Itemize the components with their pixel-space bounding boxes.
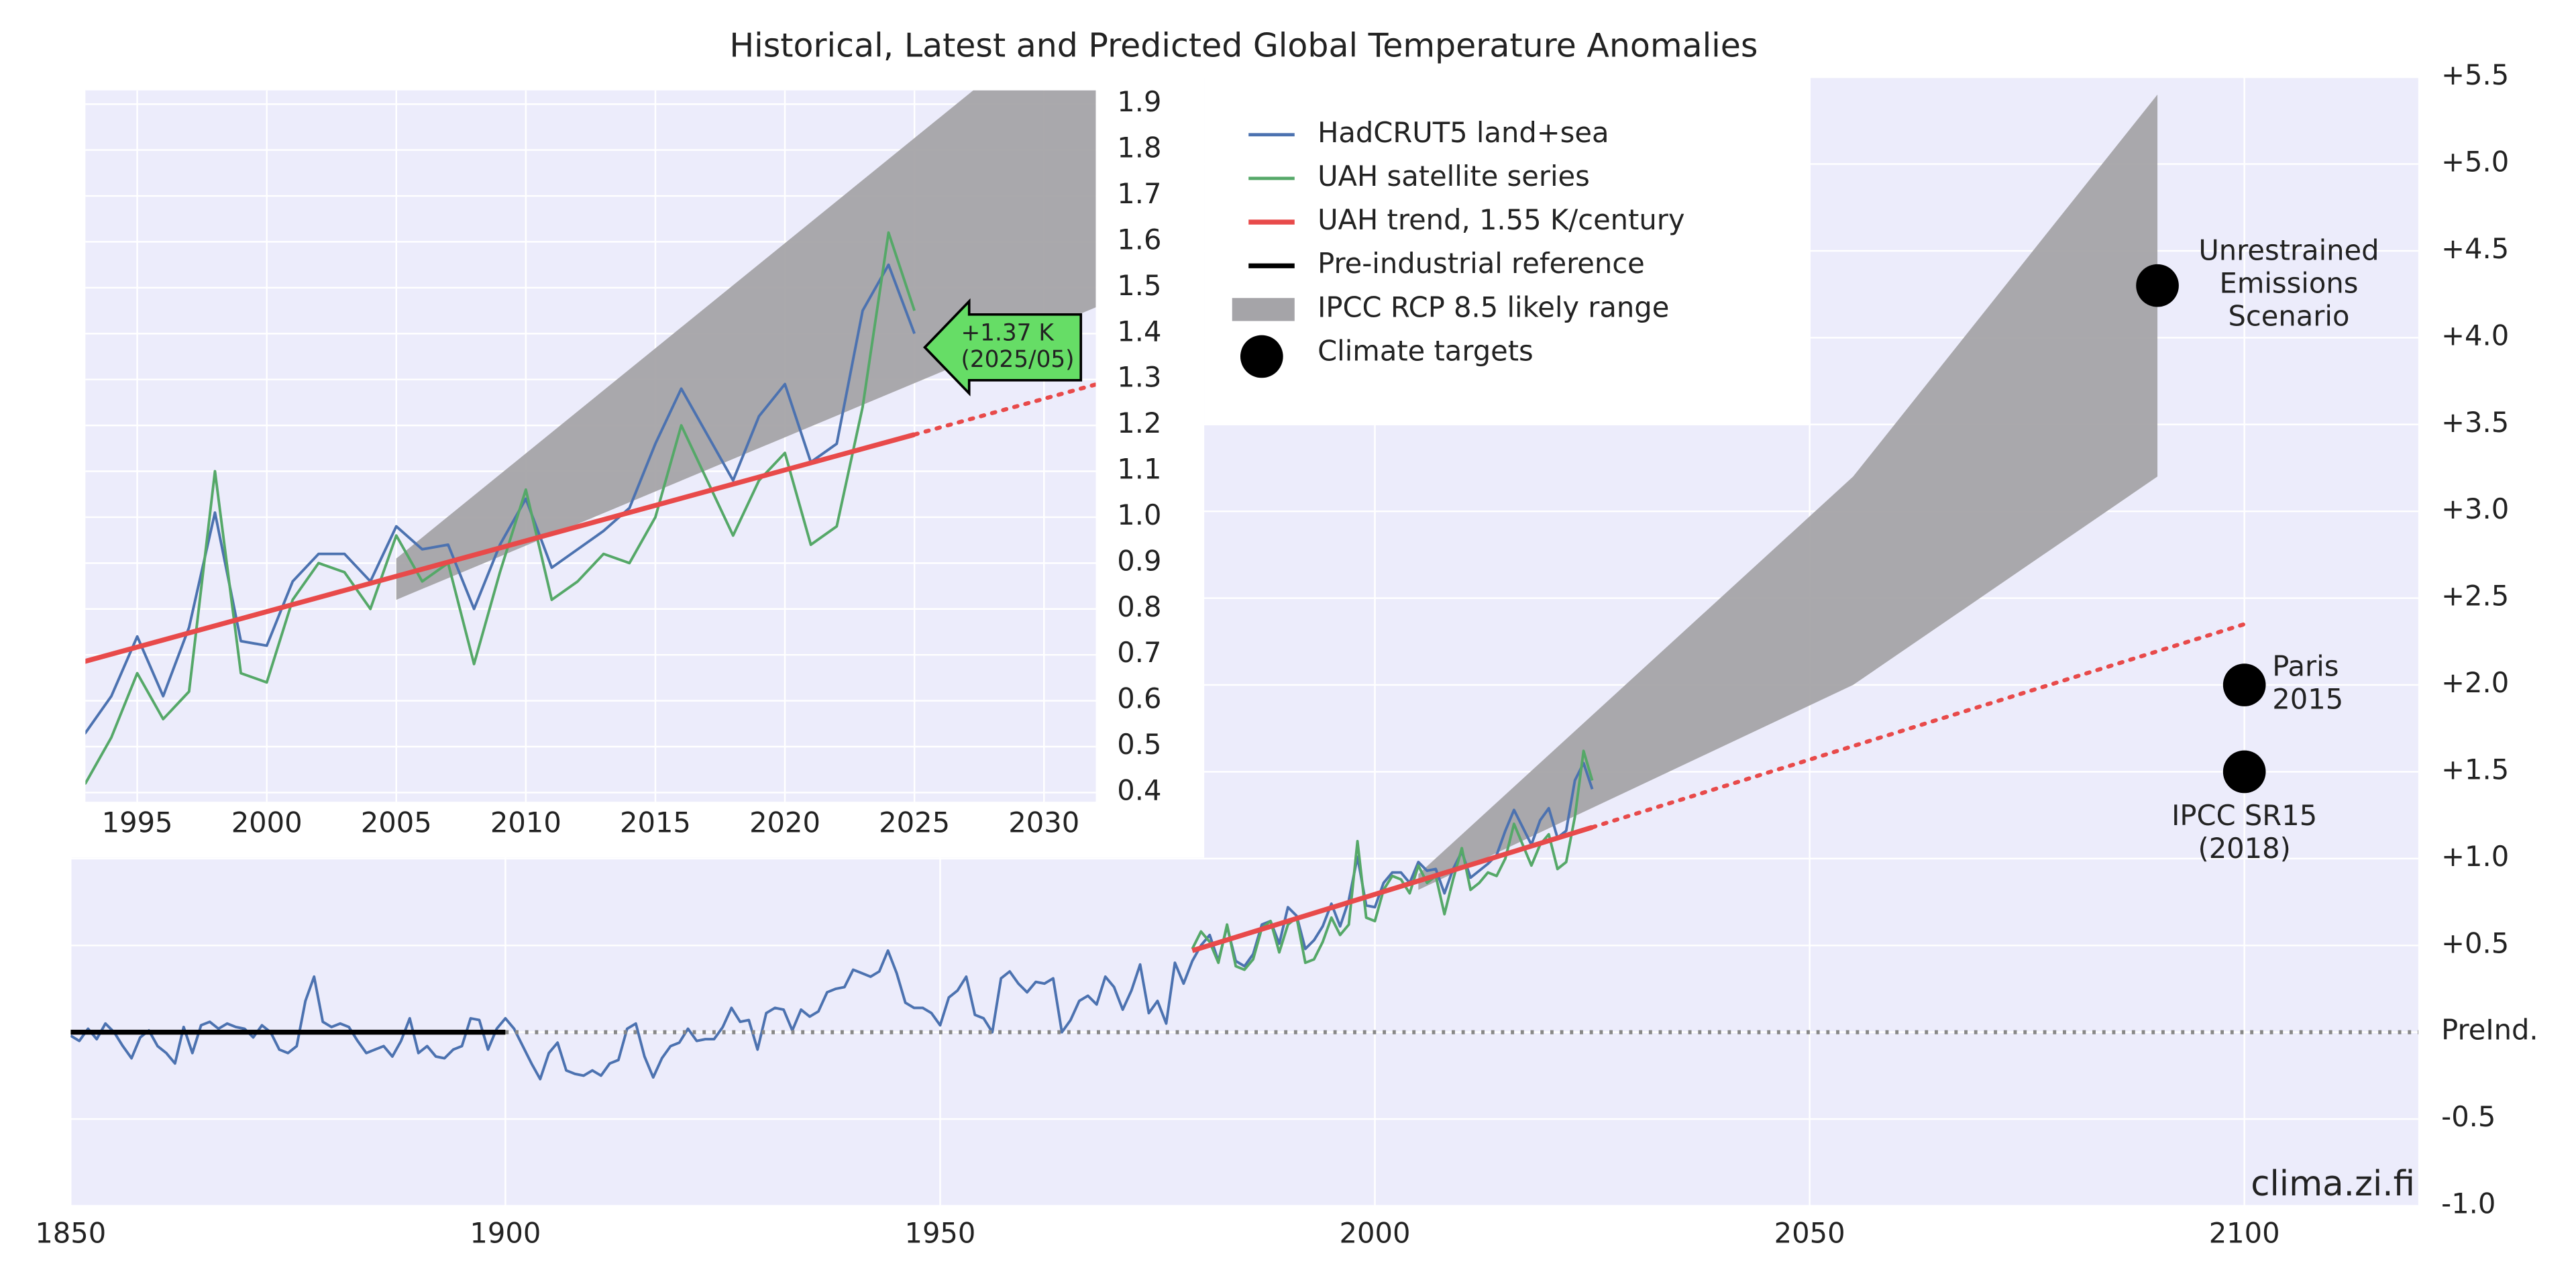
series-line — [70, 761, 1594, 1081]
y-tick-label: 1.4 — [1117, 315, 1161, 347]
x-tick-label: 2010 — [490, 806, 561, 839]
x-tick-label: 2015 — [620, 806, 691, 839]
y-tick-label: PreInd. — [2441, 1014, 2538, 1046]
annotation-text: (2025/05) — [961, 346, 1074, 373]
series-line — [1191, 824, 1593, 953]
watermark: clima.zi.fi — [2251, 1164, 2415, 1204]
y-tick-label: 1.5 — [1117, 269, 1161, 302]
x-tick-label: 1850 — [35, 1217, 106, 1250]
legend-text: UAH satellite series — [1318, 160, 1590, 193]
y-tick-label: 1.1 — [1117, 453, 1161, 486]
legend-text: Pre-industrial reference — [1318, 247, 1645, 280]
y-tick-label: +1.5 — [2441, 753, 2509, 786]
y-tick-label: +4.0 — [2441, 319, 2509, 352]
y-tick-label: 1.2 — [1117, 407, 1161, 439]
annotation-arrow — [923, 298, 1083, 396]
x-tick-label: 2005 — [361, 806, 432, 839]
y-tick-label: 1.6 — [1117, 223, 1161, 256]
y-tick-label: +3.5 — [2441, 406, 2509, 439]
y-tick-label: +5.5 — [2441, 58, 2509, 91]
x-tick-label: 2100 — [2209, 1217, 2280, 1250]
x-tick-label: 2050 — [1774, 1217, 1845, 1250]
x-tick-label: 1950 — [904, 1217, 975, 1250]
climate-target — [2222, 750, 2266, 794]
y-tick-label: +2.0 — [2441, 666, 2509, 699]
y-tick-label: +5.0 — [2441, 146, 2509, 178]
y-tick-label: 0.5 — [1117, 728, 1161, 761]
target-label: Unrestrained — [2198, 234, 2379, 267]
trend-extension — [1590, 622, 2247, 830]
target-label: (2018) — [2198, 832, 2290, 865]
ipcc-band — [396, 90, 1096, 600]
x-tick-label: 1900 — [470, 1217, 541, 1250]
y-tick-label: 1.9 — [1117, 85, 1161, 118]
main-data — [70, 94, 2247, 1081]
y-tick-label: 1.8 — [1117, 131, 1161, 164]
legend-text: Climate targets — [1318, 335, 1534, 368]
y-tick-label: +3.0 — [2441, 492, 2509, 525]
y-tick-label: 0.9 — [1117, 544, 1161, 577]
series-line — [85, 432, 916, 664]
climate-target — [2222, 663, 2266, 706]
target-label: 2015 — [2272, 683, 2343, 716]
x-tick-label: 2030 — [1008, 806, 1079, 839]
inset-data — [85, 90, 1096, 785]
x-tick-label: 2025 — [879, 806, 950, 839]
x-tick-label: 2020 — [749, 806, 820, 839]
target-label: Scenario — [2228, 300, 2349, 333]
x-tick-label: 2000 — [1340, 1217, 1411, 1250]
y-tick-label: +4.5 — [2441, 232, 2509, 265]
target-label: Paris — [2272, 650, 2339, 683]
target-label: IPCC SR15 — [2171, 799, 2317, 832]
y-tick-label: 1.7 — [1117, 177, 1161, 210]
series-line — [1191, 749, 1594, 971]
legend-text: IPCC RCP 8.5 likely range — [1318, 290, 1669, 323]
x-tick-label: 1995 — [102, 806, 173, 839]
legend-swatch — [1232, 298, 1295, 321]
y-tick-label: 1.3 — [1117, 361, 1161, 394]
target-label: Emissions — [2220, 267, 2359, 300]
series-line — [85, 231, 916, 785]
y-tick-label: -0.5 — [2441, 1100, 2496, 1133]
y-tick-label: -1.0 — [2441, 1187, 2496, 1220]
legend-swatch — [1240, 335, 1283, 378]
y-tick-label: 0.7 — [1117, 636, 1161, 669]
legend-text: HadCRUT5 land+sea — [1318, 116, 1609, 149]
annotation-text: +1.37 K — [961, 320, 1055, 347]
y-tick-label: 0.6 — [1117, 682, 1161, 715]
y-tick-label: +1.0 — [2441, 840, 2509, 873]
chart-title: Historical, Latest and Predicted Global … — [729, 27, 1758, 65]
y-tick-label: 1.0 — [1117, 498, 1161, 531]
legend-panel — [1204, 77, 1811, 424]
y-tick-label: +0.5 — [2441, 926, 2509, 959]
ipcc-band — [1418, 94, 2158, 890]
y-tick-label: 0.8 — [1117, 590, 1161, 623]
series-line — [85, 263, 916, 735]
y-tick-label: +2.5 — [2441, 580, 2509, 612]
climate-target — [2136, 264, 2179, 307]
x-tick-label: 2000 — [231, 806, 303, 839]
legend-text: UAH trend, 1.55 K/century — [1318, 203, 1684, 236]
y-tick-label: 0.4 — [1117, 773, 1161, 806]
